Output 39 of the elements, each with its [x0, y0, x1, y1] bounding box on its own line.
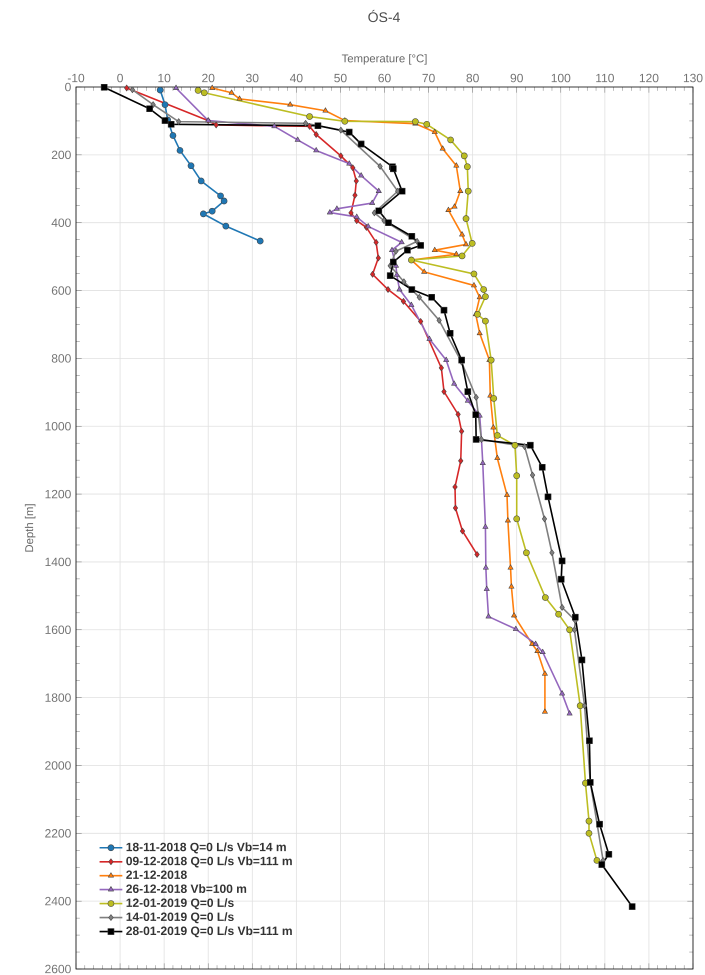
legend-label: 18-11-2018 Q=0 L/s Vb=14 m — [126, 842, 286, 854]
y-tick-label: 2400 — [45, 896, 71, 906]
x-tick-label: 100 — [552, 74, 570, 82]
y-tick-label: 1000 — [46, 422, 71, 430]
x-tick-label: 130 — [684, 74, 703, 82]
legend-label: 21-12-2018 — [126, 870, 187, 879]
x-tick-label: 120 — [640, 74, 658, 82]
x-tick-label: -10 — [68, 74, 84, 82]
legend-label: 14-01-2019 Q=0 L/s — [126, 912, 234, 924]
x-tick-label: 0 — [117, 74, 123, 82]
y-tick-label: 1800 — [46, 693, 71, 702]
x-axis-title: Temperature [°C] — [342, 54, 427, 65]
x-tick-label: 20 — [202, 74, 214, 82]
y-tick-label: 200 — [52, 150, 71, 160]
y-tick-label: 1200 — [46, 490, 71, 498]
y-tick-label: 1600 — [46, 626, 71, 634]
y-tick-label: 400 — [52, 218, 71, 227]
x-tick-label: 40 — [290, 74, 303, 82]
legend-label: 12-01-2019 Q=0 L/s — [126, 898, 234, 910]
y-tick-label: 800 — [52, 354, 71, 363]
y-tick-label: 600 — [52, 286, 71, 295]
x-tick-label: 50 — [334, 74, 347, 82]
y-axis-title: Depth [m] — [24, 504, 36, 552]
x-tick-label: 70 — [422, 74, 435, 82]
chart-title: ÓS-4 — [368, 10, 400, 22]
y-tick-label: 2200 — [45, 829, 71, 838]
legend-label: 26-12-2018 Vb=100 m — [126, 884, 246, 893]
legend-label: 09-12-2018 Q=0 L/s Vb=111 m — [126, 856, 292, 868]
x-tick-label: 90 — [510, 74, 523, 82]
y-tick-label: 2600 — [45, 964, 71, 974]
x-tick-label: 60 — [378, 74, 391, 82]
y-tick-label: 0 — [65, 82, 71, 92]
y-tick-label: 2000 — [45, 761, 71, 770]
x-tick-label: 80 — [466, 74, 479, 82]
x-tick-label: 30 — [246, 74, 258, 82]
legend-label: 28-01-2019 Q=0 L/s Vb=111 m — [126, 926, 292, 938]
x-tick-label: 10 — [158, 74, 170, 82]
x-tick-label: 110 — [596, 74, 614, 82]
y-tick-label: 1400 — [46, 558, 71, 566]
